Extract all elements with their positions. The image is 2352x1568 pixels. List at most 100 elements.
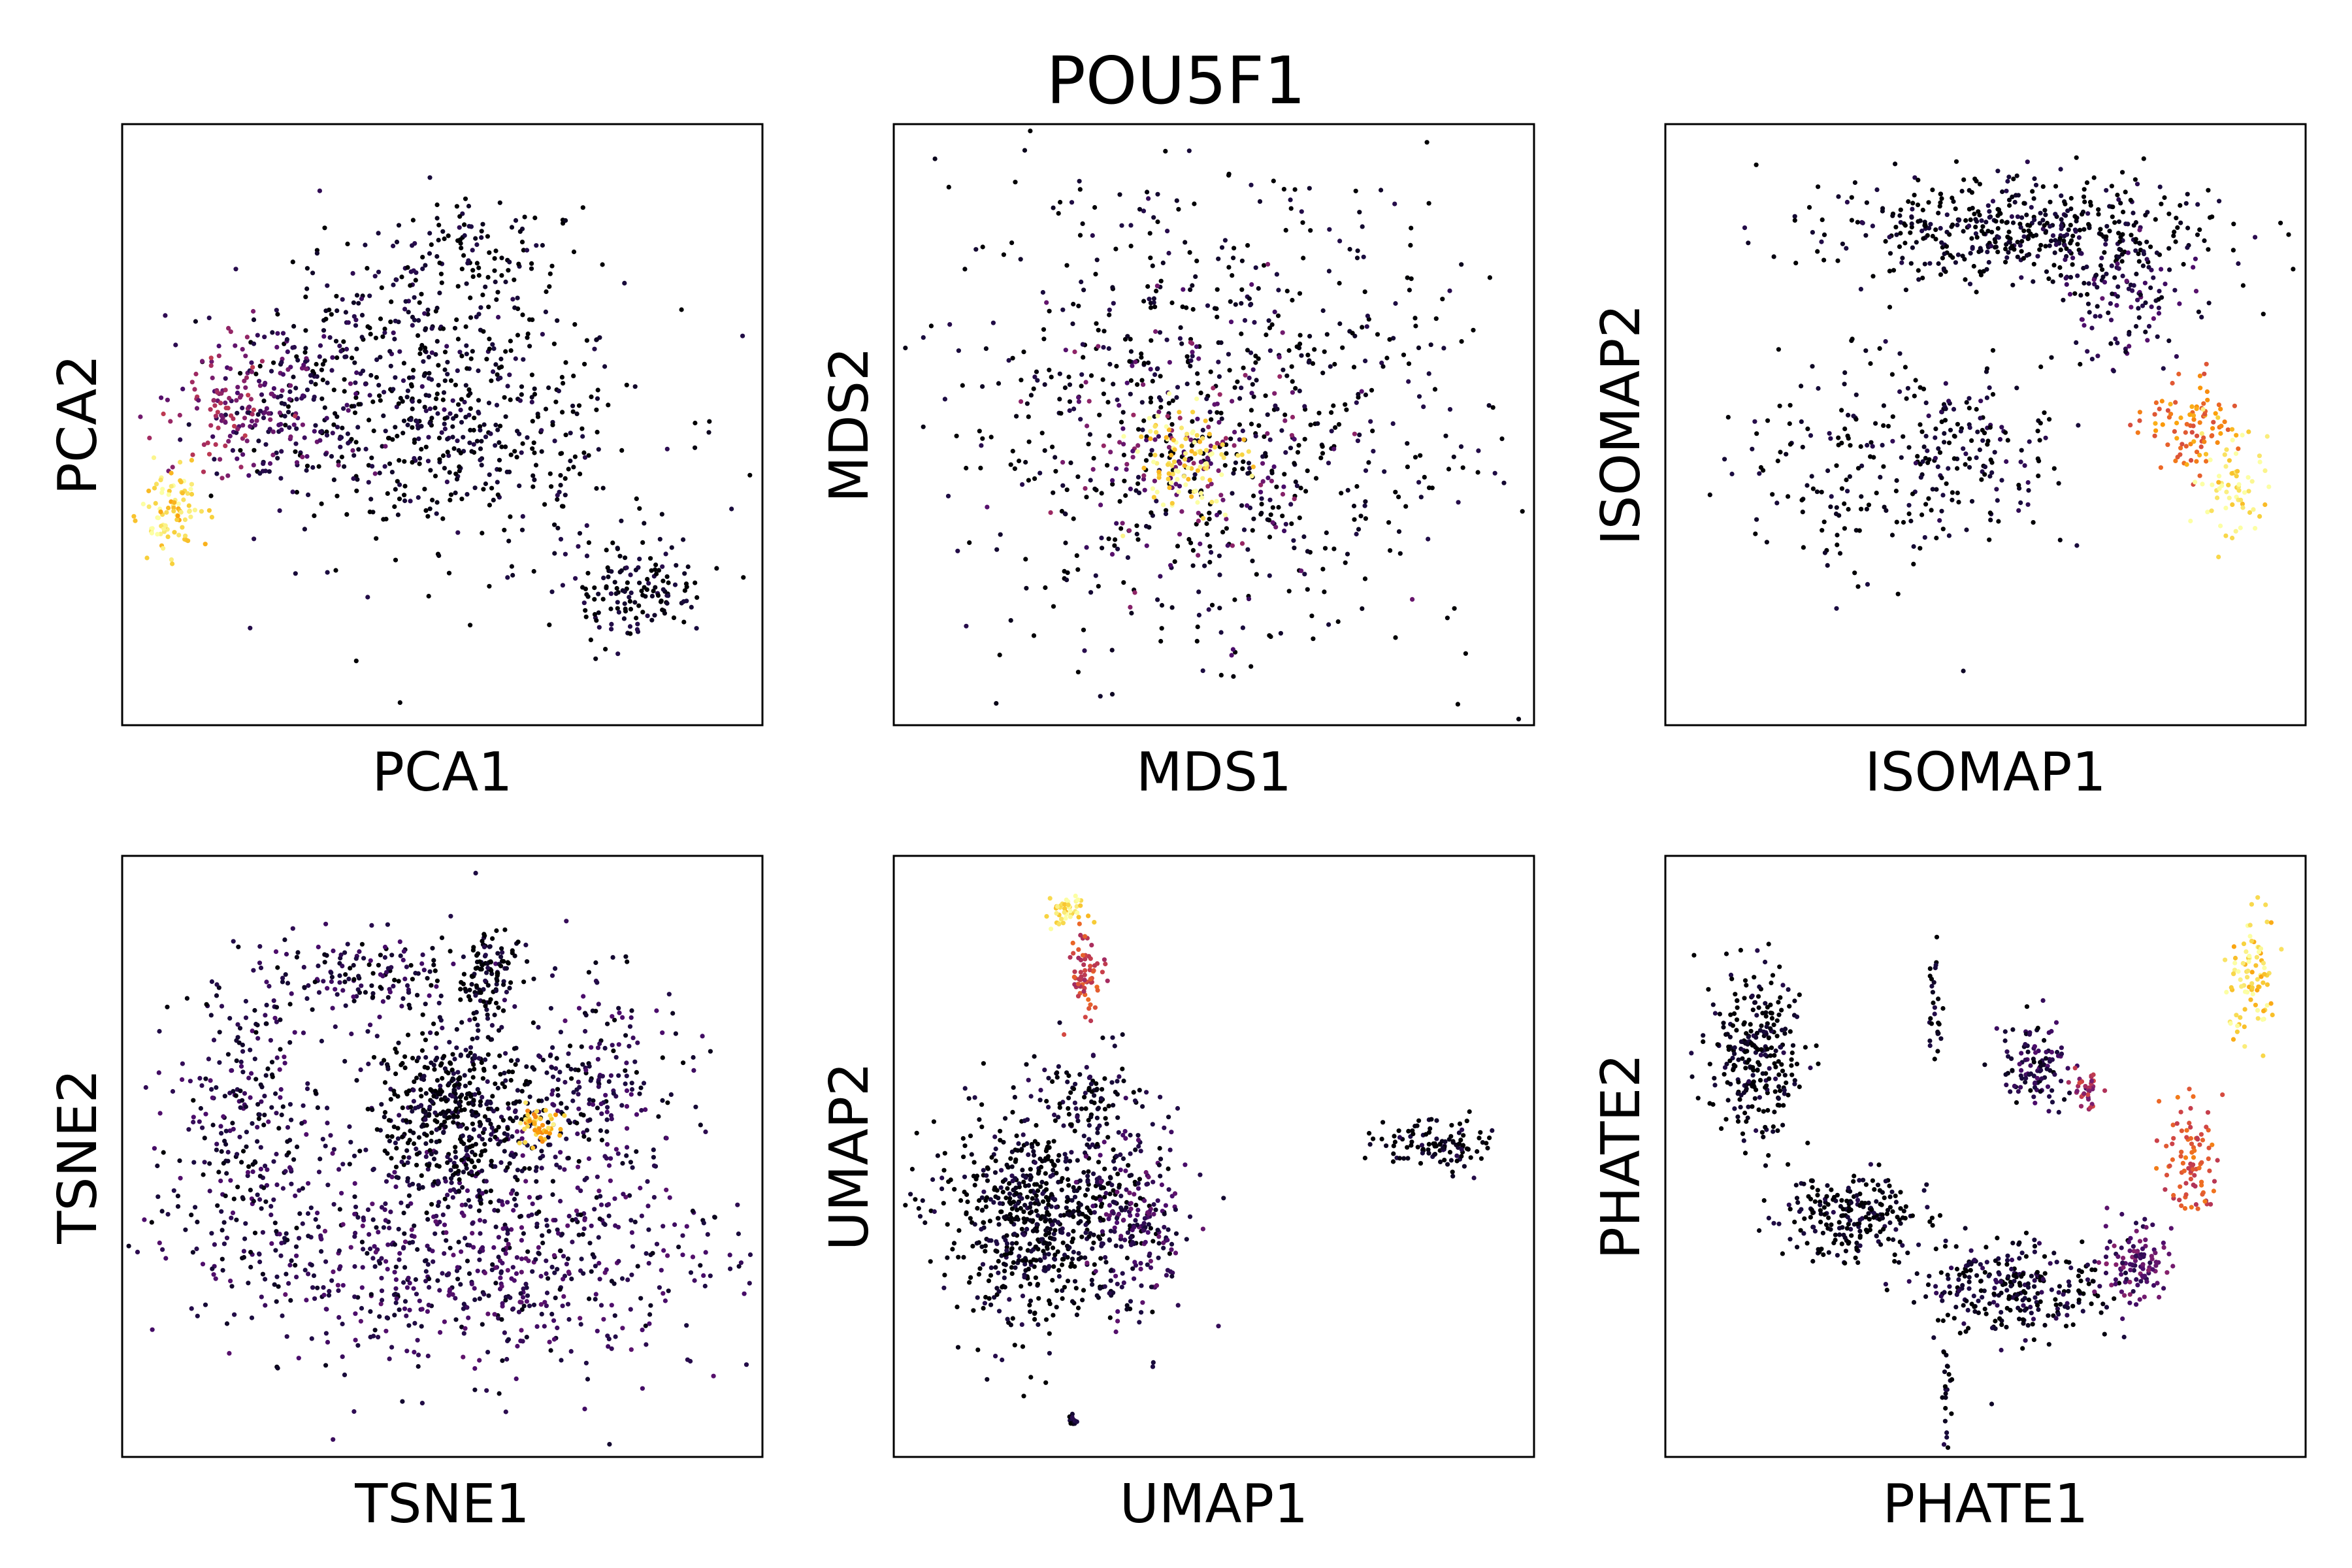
scatter-point	[555, 1325, 560, 1331]
scatter-point	[1105, 463, 1110, 468]
scatter-point	[1987, 425, 1993, 430]
scatter-point	[512, 1109, 518, 1115]
scatter-point	[465, 1258, 470, 1264]
scatter-point	[378, 985, 383, 990]
scatter-point	[342, 354, 348, 359]
scatter-point	[1486, 403, 1492, 408]
scatter-point	[1172, 559, 1177, 564]
scatter-point	[1041, 327, 1047, 332]
scatter-point	[482, 1270, 488, 1275]
scatter-point	[1963, 462, 1968, 467]
scatter-point	[379, 1102, 384, 1107]
scatter-point	[1204, 396, 1209, 402]
scatter-point	[2095, 353, 2100, 359]
scatter-point	[275, 331, 280, 336]
scatter-point	[381, 413, 386, 419]
scatter-point	[2199, 314, 2204, 319]
scatter-point	[607, 1442, 612, 1447]
scatter-point	[470, 268, 476, 273]
scatter-point	[500, 1081, 505, 1086]
scatter-point	[385, 491, 390, 497]
scatter-point	[1834, 606, 1839, 611]
scatter-point	[1256, 286, 1261, 291]
scatter-point	[2211, 419, 2216, 425]
scatter-point	[1183, 457, 1188, 462]
scatter-point	[637, 1091, 642, 1096]
scatter-point	[429, 350, 434, 355]
scatter-point	[423, 508, 429, 514]
scatter-point	[2116, 254, 2121, 259]
scatter-point	[433, 474, 438, 479]
scatter-point	[2205, 510, 2210, 515]
scatter-point	[651, 1154, 657, 1160]
scatter-point	[488, 1121, 493, 1126]
scatter-point	[476, 265, 482, 270]
scatter-point	[532, 386, 537, 391]
scatter-point	[2096, 212, 2101, 217]
scatter-point	[2159, 267, 2164, 272]
scatter-point	[701, 1220, 706, 1226]
scatter-point	[433, 1231, 438, 1236]
scatter-point	[1816, 385, 1821, 391]
scatter-point	[555, 1267, 560, 1272]
scatter-point	[1859, 220, 1865, 225]
scatter-point	[582, 1217, 587, 1222]
scatter-point	[735, 1202, 740, 1207]
scatter-point	[1997, 436, 2003, 442]
scatter-point	[485, 1311, 491, 1316]
scatter-point	[1910, 491, 1916, 497]
scatter-point	[1770, 492, 1775, 497]
scatter-point	[2137, 410, 2142, 415]
scatter-point	[2204, 459, 2209, 464]
scatter-point	[434, 978, 440, 983]
scatter-point	[2115, 192, 2120, 198]
scatter-point	[1224, 516, 1229, 522]
scatter-point	[519, 1299, 524, 1305]
scatter-point	[1934, 535, 1939, 541]
scatter-point	[583, 1360, 589, 1365]
scatter-point	[1297, 388, 1302, 394]
scatter-point	[1166, 445, 1172, 450]
scatter-point	[1148, 305, 1154, 310]
scatter-point	[2140, 263, 2146, 269]
scatter-point	[1154, 489, 1160, 495]
scatter-point	[217, 1060, 222, 1065]
scatter-point	[294, 489, 299, 495]
scatter-point	[1108, 449, 1113, 455]
scatter-point	[576, 1068, 581, 1073]
scatter-point	[433, 1219, 438, 1224]
scatter-point	[1189, 466, 1194, 471]
scatter-point	[1922, 222, 1928, 227]
scatter-point	[1152, 304, 1158, 310]
scatter-point	[1034, 369, 1039, 374]
scatter-point	[1922, 535, 1927, 540]
scatter-point	[454, 476, 460, 482]
scatter-point	[659, 512, 664, 517]
scatter-point	[1239, 331, 1244, 336]
scatter-point	[231, 1126, 236, 1132]
scatter-point	[1914, 240, 1919, 245]
scatter-point	[2251, 507, 2256, 512]
scatter-point	[588, 1078, 593, 1083]
scatter-point	[341, 406, 346, 411]
scatter-point	[471, 1245, 476, 1250]
scatter-point	[2209, 433, 2214, 439]
scatter-point	[2061, 238, 2066, 244]
scatter-point	[506, 1241, 511, 1247]
scatter-point	[1206, 425, 1211, 430]
scatter-point	[248, 1047, 253, 1053]
scatter-point	[261, 416, 267, 421]
scatter-point	[1858, 287, 1863, 292]
scatter-point	[388, 319, 393, 325]
scatter-point	[372, 1244, 377, 1249]
scatter-point	[253, 1077, 259, 1082]
scatter-point	[250, 412, 255, 417]
scatter-point	[640, 593, 645, 598]
scatter-point	[1226, 351, 1231, 357]
scatter-point	[1969, 236, 1974, 241]
scatter-point	[1239, 385, 1244, 391]
scatter-point	[1926, 496, 1931, 501]
scatter-point	[444, 1273, 449, 1278]
scatter-point	[235, 456, 240, 461]
